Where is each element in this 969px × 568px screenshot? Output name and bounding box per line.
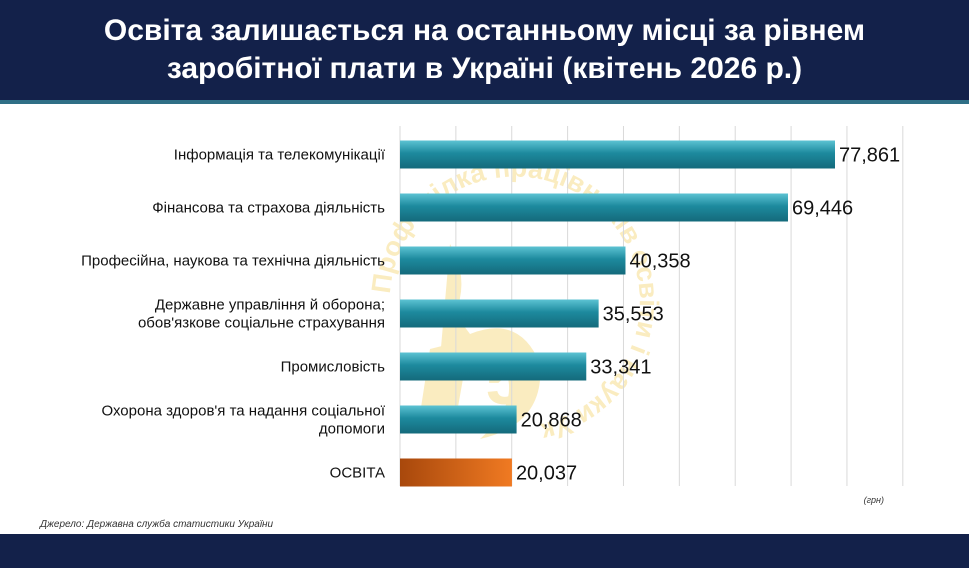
chart-panel: Профспілка працівників освіти і науки Ук… — [0, 104, 969, 534]
bar — [400, 299, 599, 328]
value-label: 77,861 — [839, 145, 900, 167]
category-label: Промисловість — [281, 359, 386, 376]
header-divider — [0, 100, 969, 104]
bar-highlight — [400, 458, 512, 487]
value-label: 35,553 — [603, 304, 664, 326]
header-bar: Освіта залишається на останньому місці з… — [0, 0, 969, 100]
bar — [400, 246, 626, 275]
value-label: 20,868 — [521, 410, 582, 432]
category-label: Фінансова та страхова діяльність — [152, 200, 385, 217]
bar — [400, 352, 587, 381]
category-label: Державне управління й оборона; обов'язков… — [138, 297, 385, 332]
unit-label: (грн) — [864, 495, 884, 505]
bars-group — [400, 140, 835, 487]
category-label: Професійна, наукова та технічна діяльніс… — [81, 253, 385, 270]
source-note: Джерело: Державна служба статистики Укра… — [39, 518, 274, 530]
category-label: Інформація та телекомунікації — [174, 147, 386, 164]
page-title: Освіта залишається на останньому місці з… — [103, 14, 866, 85]
bar — [400, 193, 788, 222]
category-label: ОСВІТА — [330, 465, 385, 482]
value-label: 40,358 — [629, 251, 690, 273]
category-label: Охорона здоров'я та надання соціальної до… — [101, 403, 385, 438]
category-labels: Інформація та телекомунікації Фінансова т… — [81, 147, 386, 482]
bar-chart: Профспілка працівників освіти і науки Ук… — [0, 104, 904, 530]
bar — [400, 140, 835, 169]
footer-bar — [0, 534, 969, 568]
value-label: 20,037 — [516, 463, 577, 485]
value-label: 33,341 — [590, 357, 651, 379]
bar — [400, 405, 517, 434]
value-labels: 77,861 69,446 40,358 35,553 33,341 20,868 20,0… — [516, 145, 900, 485]
value-label: 69,446 — [792, 198, 853, 220]
